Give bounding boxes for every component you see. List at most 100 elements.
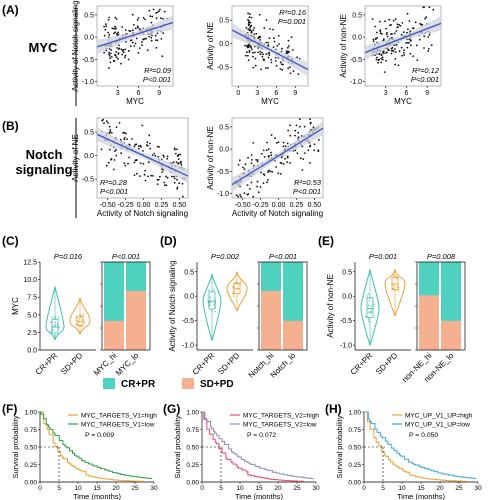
data-point (381, 56, 384, 59)
x-tick-label: 3 (116, 90, 120, 97)
data-point (414, 21, 417, 24)
data-point (392, 50, 395, 53)
data-point (294, 129, 297, 132)
violin-point (239, 280, 242, 283)
data-point (247, 12, 250, 15)
legend-label-high: MYC_TARGETS_V2=high (243, 413, 319, 420)
km-p-value: P = 0.072 (247, 432, 276, 439)
data-point (114, 150, 116, 153)
data-point (154, 154, 157, 157)
x-tick-label: 20 (112, 485, 120, 492)
x-tick-label: 0.25 (290, 202, 304, 209)
bar-segment-cr-pr (104, 262, 124, 321)
y-tick-label: 0.5 (184, 269, 194, 276)
data-point (136, 25, 139, 28)
p-value-label: P<0.001 (293, 187, 321, 196)
data-point (151, 15, 154, 18)
x-category-label: SD+PD (59, 351, 85, 377)
data-point (115, 51, 118, 53)
data-point (287, 39, 290, 42)
data-point (389, 24, 391, 27)
p-value-label: P<0.001 (411, 75, 439, 84)
data-point (142, 16, 145, 19)
data-point (144, 169, 147, 172)
km-legend: MYC_TARGETS_V1=high MYC_TARGETS_V1=low (68, 413, 157, 429)
data-point (399, 24, 402, 27)
violin-point (81, 325, 83, 328)
data-point (249, 25, 252, 28)
data-point (409, 52, 412, 55)
data-point (400, 33, 403, 36)
y-tick-label: 0.0 (84, 35, 94, 42)
y-tick-label: 0.0 (27, 348, 37, 355)
violin-point (232, 291, 234, 293)
y-tick-label: 0.25 (24, 462, 37, 469)
data-point (376, 36, 379, 39)
data-point (254, 51, 256, 54)
violin-point (233, 295, 235, 297)
violin-point (208, 289, 210, 292)
data-point (133, 174, 136, 177)
violin-point (232, 292, 234, 295)
x-tick-label: -0.50 (235, 202, 251, 209)
data-point (136, 18, 139, 21)
data-point (135, 143, 138, 146)
y-axis-label: Activity of Notch signaling (168, 260, 177, 351)
data-point (251, 159, 253, 161)
data-point (262, 149, 265, 152)
data-point (427, 48, 430, 50)
y-tick-label: 0.50 (348, 445, 361, 452)
data-point (174, 152, 177, 155)
violin-point (390, 282, 393, 284)
panel-label-h: (H) (325, 402, 342, 416)
data-point (255, 32, 258, 35)
data-point (107, 161, 110, 164)
data-point (278, 43, 280, 45)
data-point (267, 171, 269, 174)
data-point (289, 72, 292, 75)
violin-point (209, 304, 211, 307)
data-point (121, 26, 123, 28)
data-point (284, 157, 286, 160)
y-tick-label: 0.5 (352, 12, 362, 19)
data-point (272, 46, 275, 48)
data-point (173, 177, 176, 180)
data-point (151, 34, 153, 37)
data-point (103, 34, 106, 37)
data-point (263, 27, 266, 30)
data-point (313, 149, 315, 152)
legend-label-low: MYC_TARGETS_V1=low (81, 422, 155, 429)
data-point (317, 149, 320, 152)
data-point (284, 145, 287, 148)
violin-point (207, 299, 209, 302)
data-point (120, 48, 123, 51)
data-point (273, 40, 276, 43)
data-point (144, 18, 146, 21)
data-point (145, 144, 148, 147)
data-point (159, 175, 161, 178)
data-point (257, 51, 259, 54)
data-point (394, 58, 397, 60)
violin-point (235, 281, 237, 284)
x-tick-label: 3 (255, 90, 259, 97)
data-point (156, 32, 159, 35)
data-point (380, 57, 383, 60)
data-point (244, 54, 247, 57)
data-point (113, 60, 116, 62)
data-point (288, 51, 291, 53)
data-point (166, 176, 169, 179)
data-point (250, 45, 252, 48)
data-point (246, 193, 249, 196)
violin-point (210, 300, 212, 302)
data-point (110, 158, 113, 160)
x-tick-label: -0.25 (118, 202, 134, 209)
regression-line (231, 127, 324, 186)
data-point (428, 34, 431, 36)
violin-point (54, 317, 56, 320)
data-point (150, 39, 153, 42)
data-point (252, 195, 255, 198)
data-point (126, 138, 128, 141)
bar-segment-cr-pr (261, 262, 281, 292)
violin-panel-c: 12.5 10.0 7.5 5.0 2.5 0.0 MYC P=0.016 CR+PR SD+PD… (11, 252, 151, 378)
